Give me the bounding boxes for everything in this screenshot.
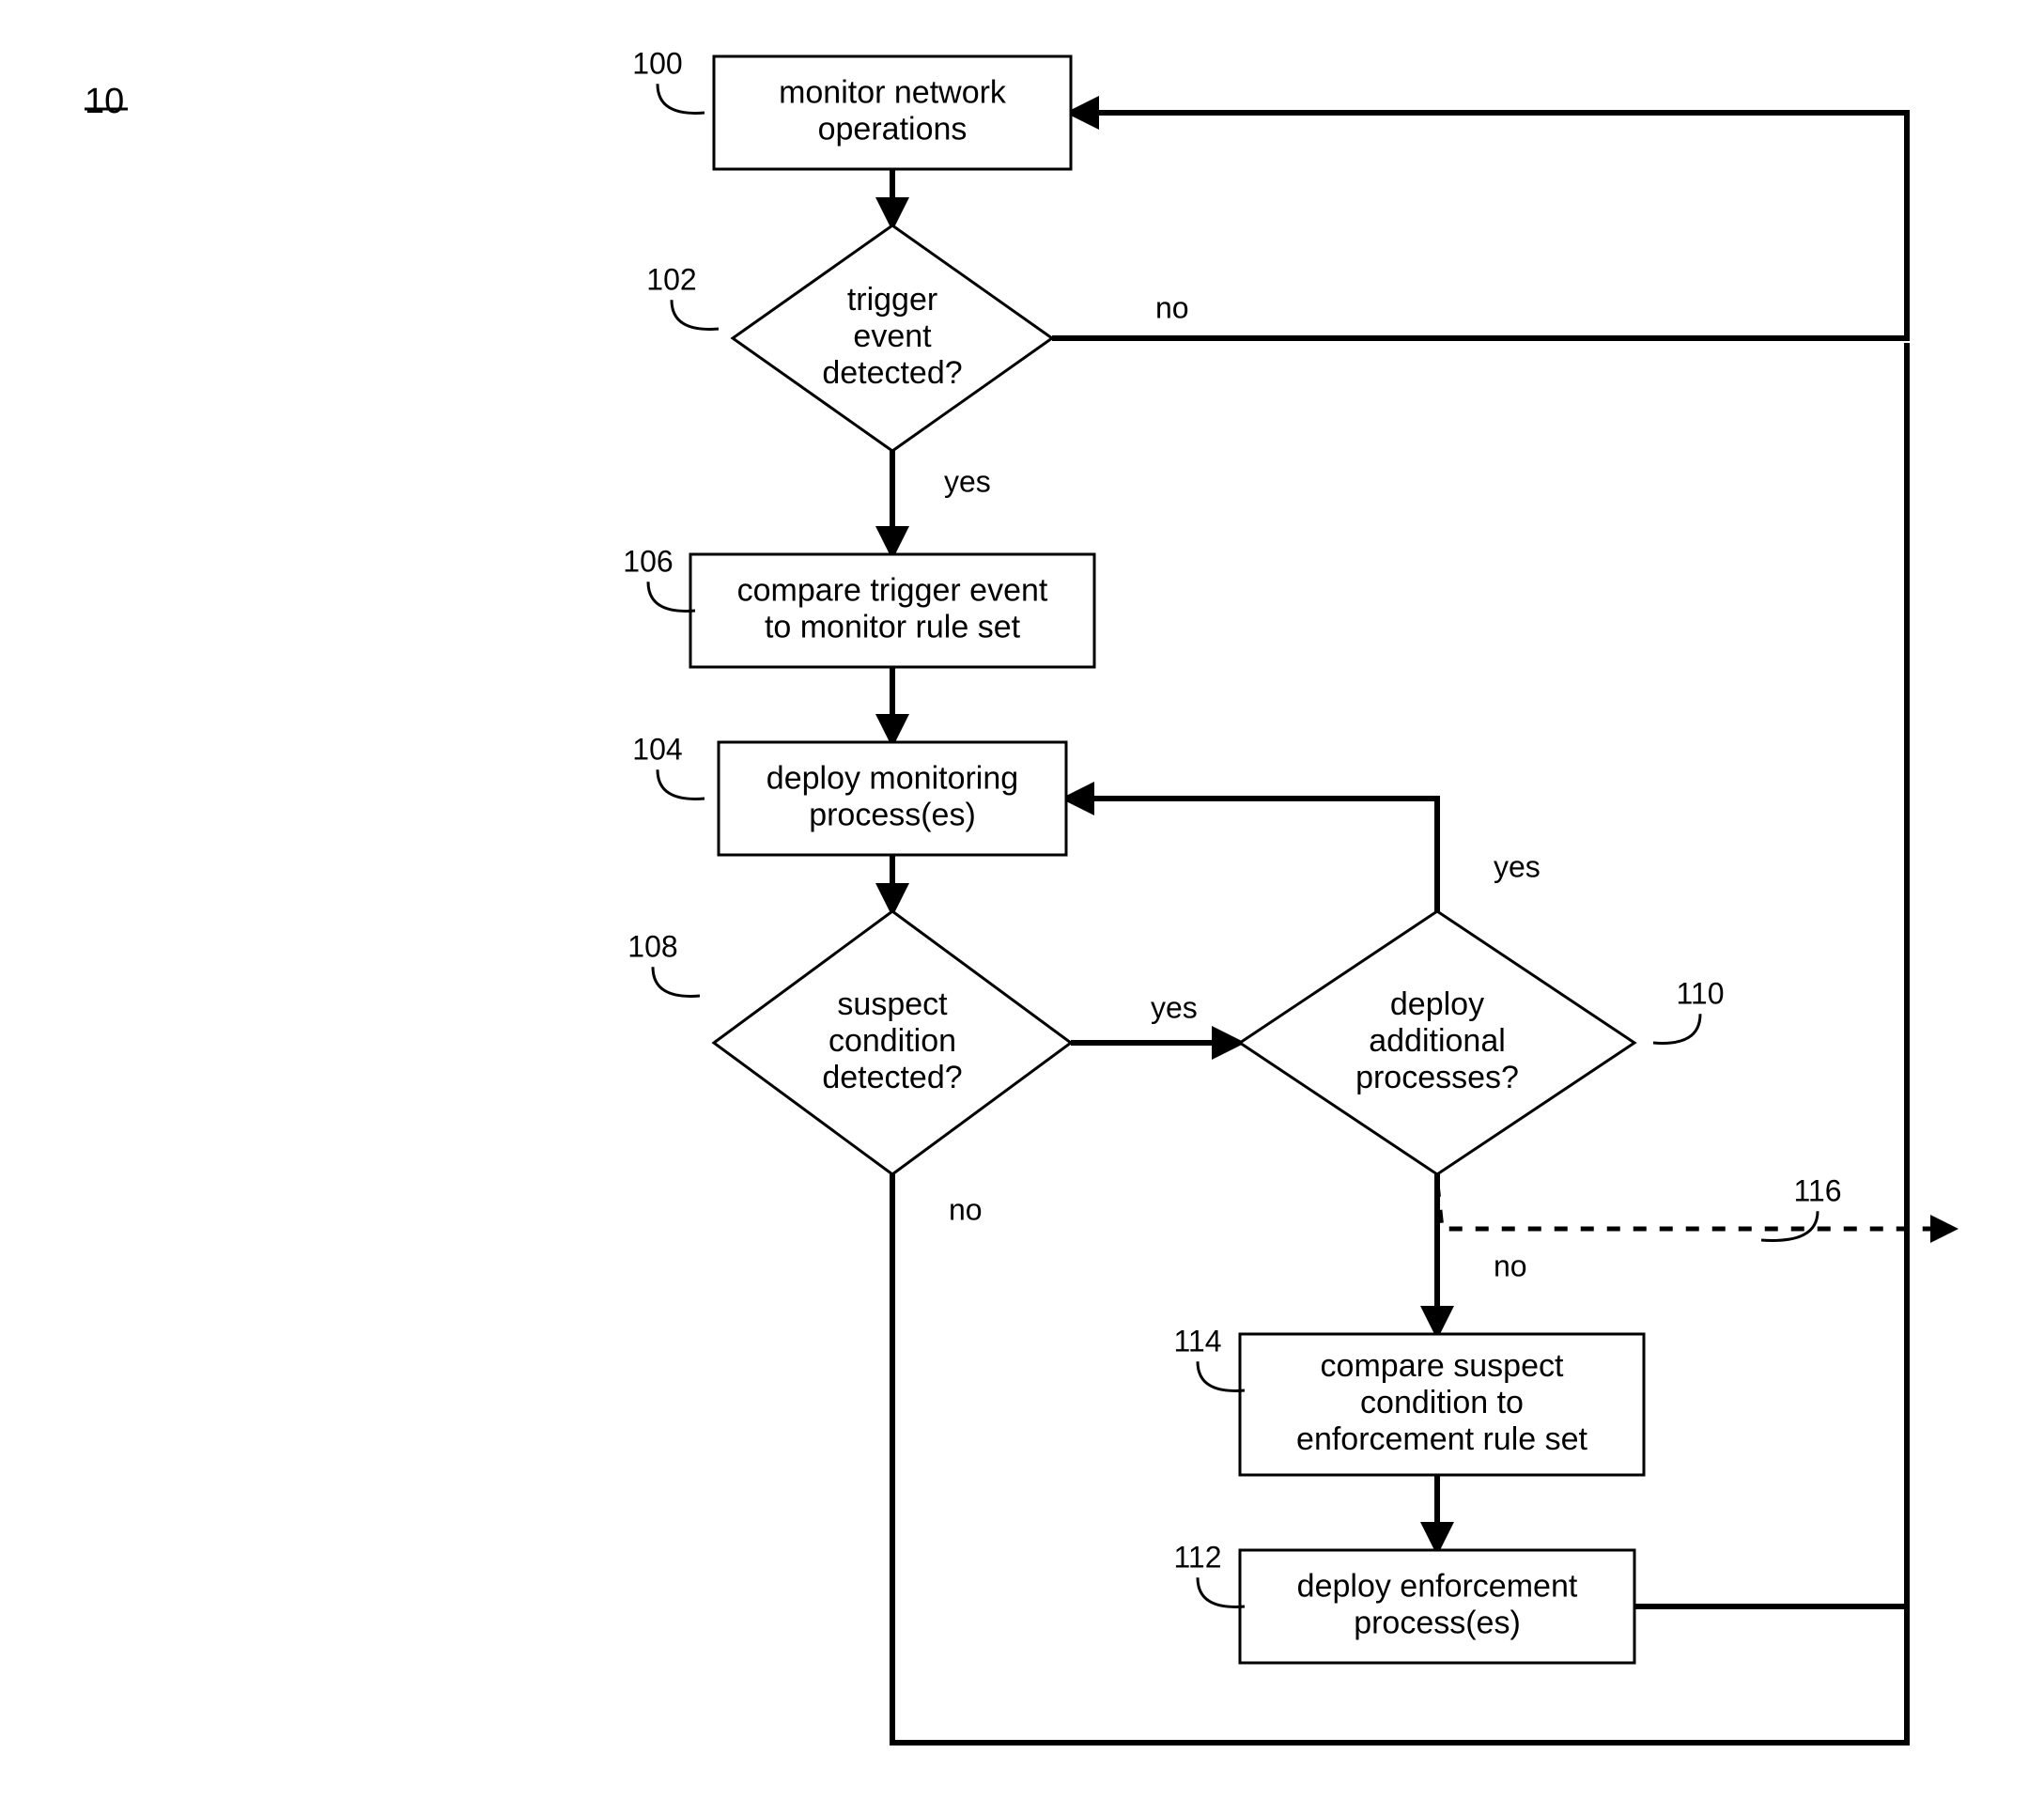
- edge-label-n102_yes: yes: [944, 464, 991, 498]
- node-text-n106-1: to monitor rule set: [765, 610, 1021, 645]
- node-text-n104-1: process(es): [809, 798, 976, 833]
- node-text-n102-1: event: [853, 318, 932, 354]
- tag-hook-n100: [658, 84, 705, 113]
- edge-label-n110_yes: yes: [1494, 849, 1541, 883]
- tag-n100: 100: [632, 46, 682, 80]
- tag-n104: 104: [632, 732, 682, 766]
- node-text-n100-0: monitor network: [779, 74, 1007, 110]
- node-text-n110-0: deploy: [1390, 986, 1484, 1022]
- tag-n112: 112: [1173, 1540, 1221, 1574]
- figure-label-text: 10: [85, 82, 124, 121]
- tag-n106: 106: [623, 544, 673, 578]
- node-text-n102-2: detected?: [822, 355, 962, 391]
- tag-n110: 110: [1676, 976, 1724, 1010]
- tag-hook-e116: [1761, 1211, 1818, 1240]
- node-text-n110-1: additional: [1369, 1023, 1506, 1059]
- edge-e110_104: [1066, 799, 1437, 911]
- flowchart-canvas: monitor networkoperationstriggereventdet…: [0, 0, 2044, 1800]
- node-text-n104-0: deploy monitoring: [766, 760, 1018, 796]
- tag-e116: 116: [1793, 1173, 1841, 1207]
- node-text-n102-0: trigger: [847, 282, 937, 318]
- node-text-n112-1: process(es): [1354, 1606, 1521, 1641]
- tag-hook-n104: [658, 769, 705, 799]
- node-text-n114-1: condition to: [1360, 1385, 1524, 1420]
- node-text-n114-2: enforcement rule set: [1296, 1421, 1587, 1457]
- tag-n108: 108: [627, 929, 677, 963]
- edge-label-n108_yes: yes: [1151, 990, 1198, 1024]
- node-text-n110-2: processes?: [1355, 1060, 1519, 1095]
- node-text-n108-2: detected?: [822, 1060, 962, 1095]
- edge-label-n110_no: no: [1494, 1249, 1527, 1282]
- node-text-n112-0: deploy enforcement: [1297, 1568, 1578, 1604]
- node-text-n108-0: suspect: [837, 986, 948, 1022]
- tag-hook-n106: [648, 582, 695, 611]
- node-text-n108-1: condition: [828, 1023, 956, 1059]
- edge-e116_dash: [1437, 1184, 1954, 1229]
- tag-n114: 114: [1173, 1324, 1221, 1358]
- tag-hook-n110: [1653, 1014, 1700, 1043]
- tag-hook-n114: [1198, 1361, 1245, 1390]
- figure-label: 10: [85, 82, 128, 121]
- node-text-n114-0: compare suspect: [1321, 1348, 1564, 1384]
- tag-hook-n102: [672, 300, 719, 329]
- tag-n102: 102: [646, 262, 696, 296]
- tag-hook-n108: [653, 967, 700, 996]
- node-text-n106-0: compare trigger event: [737, 572, 1048, 608]
- edge-label-n108_no: no: [949, 1192, 983, 1226]
- node-text-n100-1: operations: [818, 112, 968, 147]
- tag-hook-n112: [1198, 1577, 1245, 1606]
- edge-label-n102_no: no: [1155, 290, 1189, 324]
